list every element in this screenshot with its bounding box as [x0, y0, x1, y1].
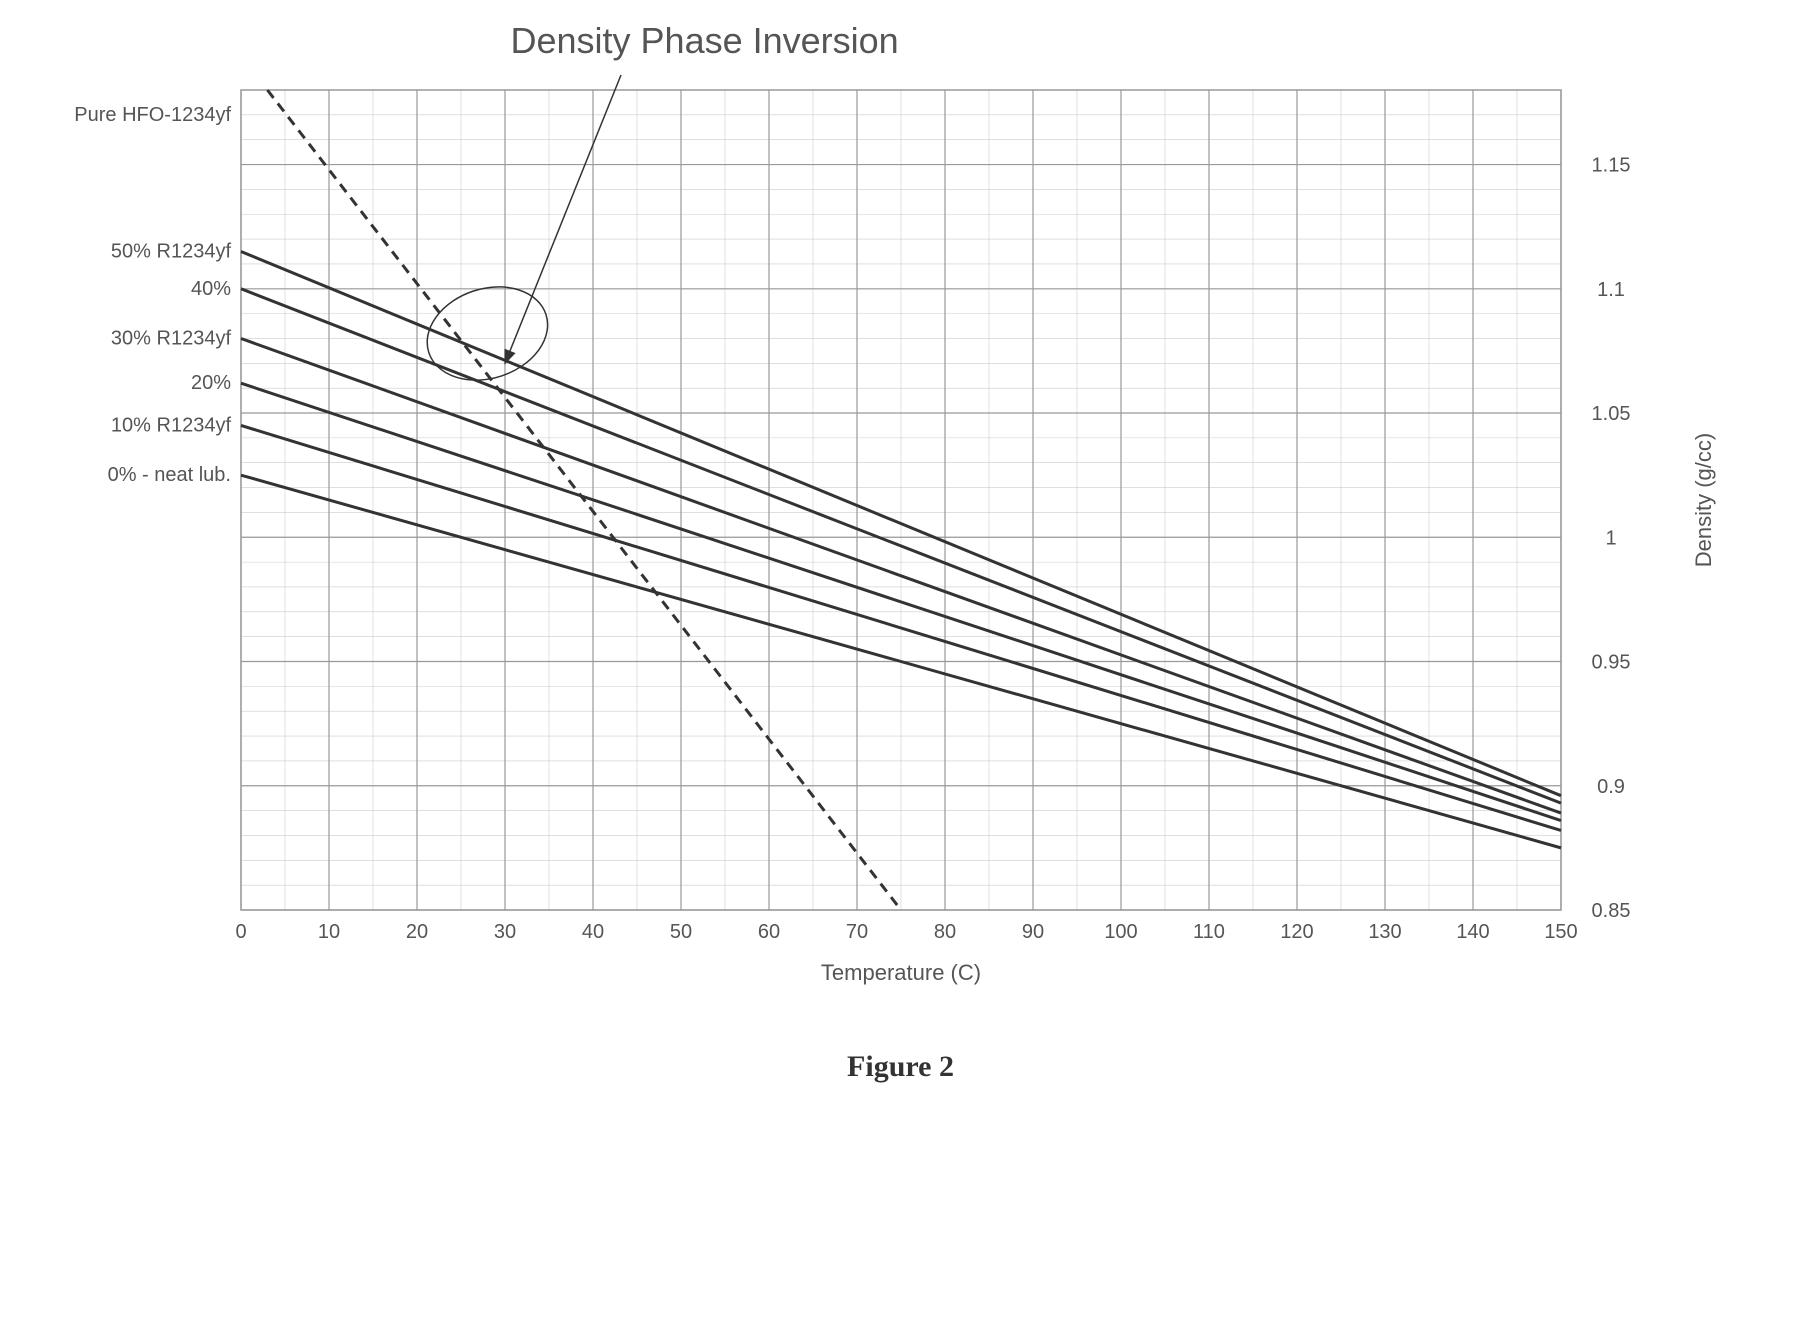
y-axis-title: Density (g/cc) — [1691, 433, 1716, 567]
svg-text:70: 70 — [845, 921, 867, 943]
svg-text:0.85: 0.85 — [1591, 900, 1630, 922]
svg-text:90: 90 — [1021, 921, 1043, 943]
svg-text:150: 150 — [1544, 921, 1577, 943]
svg-text:80: 80 — [933, 921, 955, 943]
svg-text:0.95: 0.95 — [1591, 652, 1630, 674]
svg-text:1.15: 1.15 — [1591, 155, 1630, 177]
figure-caption: Figure 2 — [20, 1050, 1781, 1084]
svg-text:50: 50 — [669, 921, 691, 943]
svg-text:0.9: 0.9 — [1597, 776, 1625, 798]
svg-text:1: 1 — [1605, 527, 1616, 549]
density-chart: 0 10 20 30 40 50 60 70 80 90 100 110 120 130 140 150 0.8… — [51, 40, 1751, 1020]
svg-text:140: 140 — [1456, 921, 1489, 943]
series-label: 10% R1234yf — [110, 414, 231, 436]
svg-text:1.1: 1.1 — [1597, 279, 1625, 301]
series-label: 30% R1234yf — [110, 327, 231, 349]
annotation-arrow — [505, 75, 621, 363]
chart-container: Density Phase Inversion 0102030405060708… — [51, 40, 1751, 1020]
svg-text:40: 40 — [581, 921, 603, 943]
svg-text:60: 60 — [757, 921, 779, 943]
svg-text:110: 110 — [1193, 921, 1225, 943]
svg-text:10: 10 — [317, 921, 339, 943]
svg-text:130: 130 — [1368, 921, 1401, 943]
svg-text:30: 30 — [493, 921, 515, 943]
svg-text:120: 120 — [1280, 921, 1313, 943]
svg-text:20: 20 — [405, 921, 427, 943]
chart-title: Density Phase Inversion — [511, 20, 899, 62]
series-line-dashed — [267, 90, 901, 910]
series-label: Pure HFO-1234yf — [74, 104, 231, 126]
series-label: 0% - neat lub. — [107, 464, 230, 486]
svg-text:1.05: 1.05 — [1591, 403, 1630, 425]
series-label: 20% — [190, 372, 230, 394]
svg-text:100: 100 — [1104, 921, 1137, 943]
series-label: 50% R1234yf — [110, 241, 231, 263]
x-axis-title: Temperature (C) — [820, 960, 980, 985]
svg-text:0: 0 — [235, 921, 246, 943]
series-label: 40% — [190, 278, 230, 300]
